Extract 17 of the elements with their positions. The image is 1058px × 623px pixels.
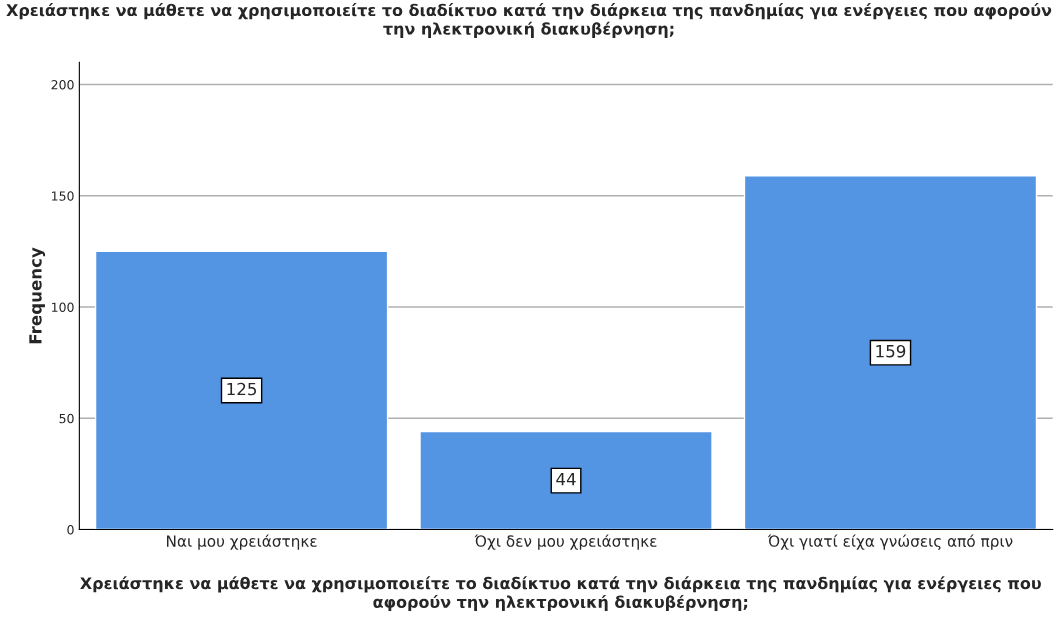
bar bbox=[94, 250, 389, 530]
data-label: 44 bbox=[556, 473, 576, 486]
x-tick-label: Όχι γιατί είχα γνώσεις από πριν bbox=[767, 534, 1013, 550]
x-tick-label: Ναι μου χρειάστηκε bbox=[167, 534, 317, 550]
chart-title: Χρειάστηκε να μάθετε να χρησιμοποιείτε το διαδίκτυο κατά την διάρκεια της πανδημίας για ενέργειες που αφορούν την ηλεκτρονική διακυβέρνηση; bbox=[6, 3, 1052, 38]
y-tick-label: 0 bbox=[67, 525, 74, 535]
x-tick-label: Όχι δεν μου χρειάστηκε bbox=[474, 534, 657, 550]
data-label: 125 bbox=[227, 382, 257, 396]
bar bbox=[419, 430, 713, 530]
y-tick-label: 200 bbox=[51, 80, 74, 90]
y-tick-label: 150 bbox=[52, 191, 74, 201]
x-axis-title: Χρειάστηκε να μάθετε να χρησιμοποιείτε το διαδίκτυο κατά την διάρκεια της πανδημίας για ενέργειες που αφορούν την ηλεκτρονική διακυβέρνηση; bbox=[80, 576, 1041, 612]
bar bbox=[743, 175, 1038, 530]
y-axis-title: Frequency bbox=[29, 247, 46, 344]
y-tick-label: 50 bbox=[59, 413, 74, 424]
data-label: 159 bbox=[876, 344, 906, 358]
y-tick-label: 100 bbox=[52, 302, 74, 312]
